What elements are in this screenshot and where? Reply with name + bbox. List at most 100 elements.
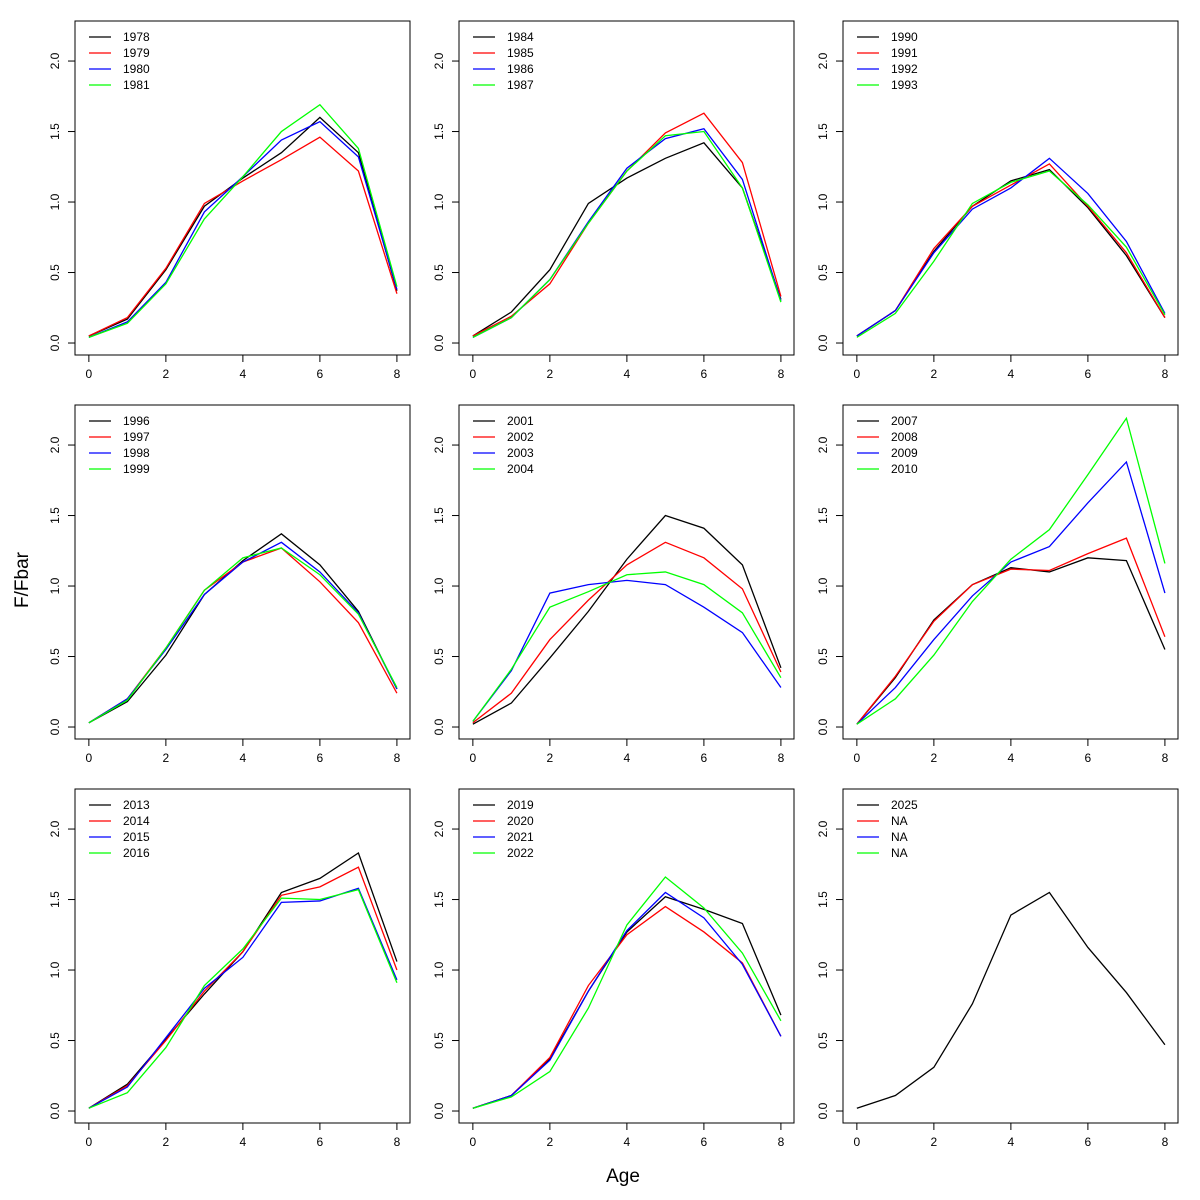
x-tick-label: 8 [394, 751, 401, 765]
y-tick-label: 1.5 [48, 891, 62, 908]
legend-label: 2002 [507, 430, 534, 444]
y-tick-label: 0.0 [432, 1102, 446, 1119]
legend-label: 2004 [507, 462, 534, 476]
legend-label: 1987 [507, 78, 534, 92]
x-tick-label: 4 [240, 1135, 247, 1149]
y-tick-label: 1.5 [432, 507, 446, 524]
x-tick-label: 2 [163, 1135, 170, 1149]
x-tick-label: 4 [1008, 751, 1015, 765]
y-tick-label: 1.5 [48, 123, 62, 140]
legend-label: 1978 [123, 30, 150, 44]
x-tick-label: 0 [854, 367, 861, 381]
series-line [88, 888, 398, 1109]
series-line [88, 116, 398, 337]
x-tick-label: 4 [1008, 1135, 1015, 1149]
x-tick-label: 6 [317, 751, 324, 765]
series-line [472, 891, 782, 1109]
x-tick-label: 4 [624, 751, 631, 765]
x-axis-label: Age [606, 1166, 640, 1187]
y-tick-label: 2.0 [816, 52, 830, 69]
series-line [88, 547, 398, 724]
y-tick-label: 0.0 [816, 718, 830, 735]
x-tick-label: 4 [624, 367, 631, 381]
series-line [472, 112, 782, 337]
series-line [472, 876, 782, 1109]
x-tick-label: 0 [86, 751, 93, 765]
y-tick-label: 0.0 [48, 718, 62, 735]
x-tick-label: 8 [778, 751, 785, 765]
series-line [472, 130, 782, 338]
series-line [472, 142, 782, 337]
x-tick-label: 6 [317, 367, 324, 381]
series-line [88, 103, 398, 338]
x-tick-label: 2 [931, 1135, 938, 1149]
x-tick-label: 0 [470, 367, 477, 381]
x-tick-label: 2 [163, 751, 170, 765]
y-tick-label: 0.0 [48, 334, 62, 351]
legend-label: 2001 [507, 414, 534, 428]
y-tick-label: 2.0 [48, 52, 62, 69]
legend-label: 2008 [891, 430, 918, 444]
legend-label: 2020 [507, 814, 534, 828]
legend-label: 1992 [891, 62, 918, 76]
y-tick-label: 1.0 [432, 961, 446, 978]
legend-label: 2007 [891, 414, 918, 428]
x-tick-label: 0 [470, 1135, 477, 1149]
legend-label: 1990 [891, 30, 918, 44]
y-tick-label: 1.0 [48, 193, 62, 210]
series-line [88, 533, 398, 724]
series-line [472, 541, 782, 724]
legend-label: 1980 [123, 62, 150, 76]
series-line [472, 895, 782, 1109]
x-tick-label: 8 [778, 1135, 785, 1149]
series-line [856, 163, 1166, 337]
legend-label: 1999 [123, 462, 150, 476]
x-tick-label: 6 [701, 367, 708, 381]
legend-label: 2010 [891, 462, 918, 476]
x-tick-label: 8 [1162, 367, 1169, 381]
y-tick-label: 0.5 [48, 1032, 62, 1049]
y-tick-label: 1.5 [432, 891, 446, 908]
y-tick-label: 1.5 [816, 891, 830, 908]
legend-label: 1986 [507, 62, 534, 76]
legend-label: 2016 [123, 846, 150, 860]
y-tick-label: 2.0 [432, 820, 446, 837]
y-tick-label: 0.5 [432, 648, 446, 665]
x-tick-label: 6 [701, 1135, 708, 1149]
y-tick-label: 1.5 [48, 507, 62, 524]
x-tick-label: 6 [317, 1135, 324, 1149]
legend-label: 1979 [123, 46, 150, 60]
x-tick-label: 2 [931, 751, 938, 765]
x-tick-label: 0 [86, 367, 93, 381]
legend-label: 1985 [507, 46, 534, 60]
x-tick-label: 6 [1085, 751, 1092, 765]
y-tick-label: 1.0 [816, 193, 830, 210]
x-tick-label: 6 [1085, 1135, 1092, 1149]
series-line [856, 891, 1166, 1109]
series-line [88, 547, 398, 724]
legend-label: 2021 [507, 830, 534, 844]
series-line [88, 541, 398, 724]
y-tick-label: 0.0 [432, 718, 446, 735]
x-tick-label: 4 [240, 367, 247, 381]
x-tick-label: 2 [547, 751, 554, 765]
x-tick-label: 2 [547, 1135, 554, 1149]
y-tick-label: 0.5 [48, 648, 62, 665]
x-tick-label: 4 [624, 1135, 631, 1149]
legend-label: 1996 [123, 414, 150, 428]
series-line [472, 579, 782, 722]
y-tick-label: 1.0 [48, 577, 62, 594]
legend-label: 2014 [123, 814, 150, 828]
y-tick-label: 1.0 [48, 961, 62, 978]
x-tick-label: 8 [1162, 1135, 1169, 1149]
x-tick-label: 2 [931, 367, 938, 381]
y-tick-label: 1.0 [816, 961, 830, 978]
series-line [856, 416, 1166, 725]
legend-label: 2025 [891, 798, 918, 812]
legend-label: NA [891, 814, 908, 828]
legend-label: 1981 [123, 78, 150, 92]
x-tick-label: 6 [701, 751, 708, 765]
y-tick-label: 1.0 [432, 577, 446, 594]
x-tick-label: 8 [1162, 751, 1169, 765]
